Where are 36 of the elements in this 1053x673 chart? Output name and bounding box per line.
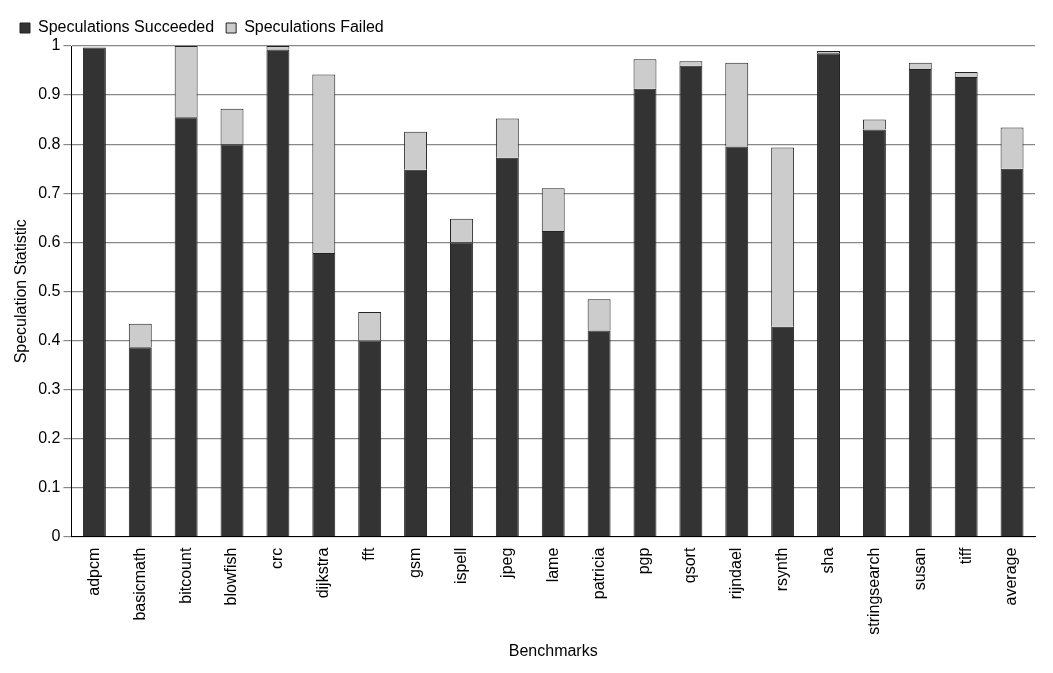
x-tick-label: dijkstra [314,547,332,599]
x-tick-label: basicmath [130,547,148,621]
x-tick-label: fft [360,547,378,561]
y-tick-label: 0.7 [38,183,61,201]
y-tick-label: 0.8 [38,134,61,152]
x-tick-label: qsort [681,547,699,584]
x-tick-label: bitcount [176,547,194,604]
x-tick-label: blowfish [222,547,240,606]
y-tick-label: 1 [51,36,61,54]
y-tick-label: 0.4 [38,330,61,348]
x-tick-label: average [1002,547,1020,606]
x-tick-label: rijndael [727,547,745,600]
y-tick-label: 0.5 [38,281,61,299]
x-tick-label: tiff [956,547,974,565]
x-tick-label: stringsearch [864,547,882,635]
x-tick-label: rsynth [773,547,791,592]
x-tick-label: jpeg [497,547,515,579]
y-tick-label: 0.3 [38,379,61,397]
y-tick-label: 0 [51,527,61,545]
y-tick-label: 0.9 [38,85,61,103]
x-tick-label: susan [910,547,928,591]
legend-label: Speculations Succeeded [38,18,215,36]
y-tick-label: 0.2 [38,428,61,446]
y-tick-label: 0.6 [38,232,61,250]
x-axis-title: Benchmarks [508,641,598,659]
x-tick-label: crc [268,547,286,569]
y-axis-title: Speculation Statistic [12,219,30,364]
legend-label: Speculations Failed [244,18,384,36]
x-tick-label: ispell [451,547,469,585]
x-tick-label: adpcm [84,547,102,596]
x-tick-label: pgp [635,547,653,575]
x-tick-label: gsm [405,547,423,578]
x-tick-label: lame [543,547,561,583]
x-tick-label: patricia [589,547,607,600]
x-tick-label: sha [818,547,836,574]
y-tick-label: 0.1 [38,477,61,495]
